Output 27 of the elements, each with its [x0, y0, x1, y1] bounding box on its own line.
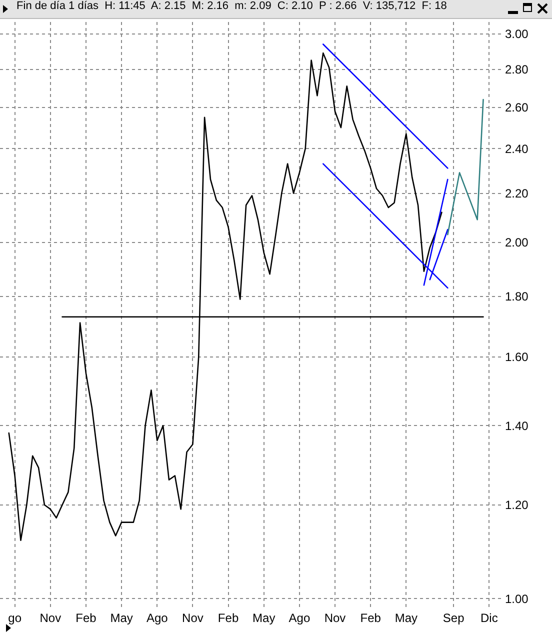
x-tick-label: Ago	[146, 611, 168, 625]
x-tick-label: May	[252, 611, 276, 625]
x-tick-label: Sep	[442, 611, 465, 625]
y-tick-label: 2.80	[505, 62, 529, 77]
x-tick-label: Feb	[218, 611, 239, 625]
y-tick-label: 3.00	[505, 27, 529, 42]
y-tick-label: 2.20	[505, 186, 529, 200]
y-tick-label: 1.60	[505, 350, 529, 364]
y-tick-label: 2.60	[505, 100, 529, 115]
x-tick-label: Nov	[182, 611, 204, 625]
x-tick-label: Ago	[288, 611, 310, 625]
y-tick-label: 2.00	[505, 235, 529, 250]
x-tick-label: Nov	[324, 611, 346, 625]
line-series	[447, 98, 484, 236]
x-tick-label: Feb	[76, 611, 97, 625]
chart-title: Fin de día 1 días H: 11:45 A: 2.15 M: 2.16 m: 2.09 C: 2.10 P : 2.66 V: 135,712 F: 18	[16, 0, 447, 12]
x-tick-label: May	[110, 611, 133, 625]
y-tick-label: 1.80	[505, 290, 529, 304]
y-tick-label: 1.20	[505, 498, 529, 512]
y-tick-label: 1.00	[505, 592, 529, 606]
x-tick-label: Dic	[480, 611, 498, 625]
y-tick-label: 1.40	[505, 418, 529, 433]
x-tick-label: Feb	[360, 611, 382, 625]
x-tick-label: Nov	[40, 611, 62, 625]
y-tick-label: 2.40	[505, 142, 529, 156]
x-tick-label: May	[394, 611, 418, 625]
x-tick-label: go	[8, 611, 22, 625]
